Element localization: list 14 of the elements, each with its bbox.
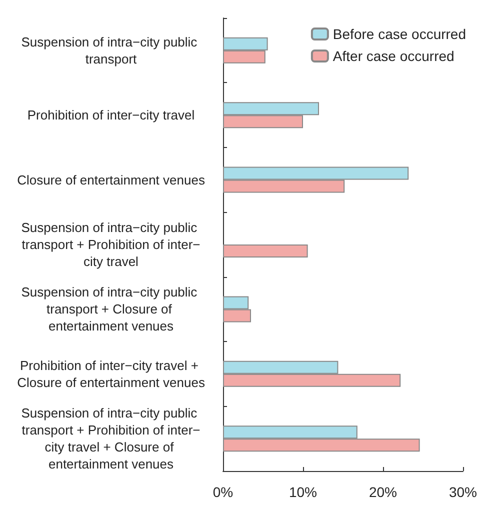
- x-tick-label: 20%: [368, 484, 398, 500]
- y-tick-label: Closure of entertainment venues: [17, 172, 206, 188]
- x-tick-label: 10%: [288, 484, 318, 500]
- legend-label: Before case occurred: [332, 26, 466, 42]
- x-tick-label: 30%: [448, 484, 478, 500]
- y-tick-label: Suspension of intra−city public transport + Closure of entertainment venues: [21, 284, 201, 334]
- x-tick-label: 0%: [212, 484, 234, 500]
- y-tick-label: Suspension of intra−city public transport: [21, 34, 201, 66]
- legend-label: After case occurred: [332, 48, 454, 64]
- y-tick-label: Suspension of intra−city public transport + Prohibition of inter−city travel: [21, 220, 201, 269]
- y-tick-label: Prohibition of inter−city travel + Closure of entertainment venues: [17, 358, 206, 390]
- bar: [223, 244, 308, 258]
- y-tick-label: Suspension of intra−city public transport + Prohibition of inter−city travel + Closure of entertainment venues: [21, 406, 201, 472]
- y-tick-label: Prohibition of inter−city travel: [27, 108, 195, 123]
